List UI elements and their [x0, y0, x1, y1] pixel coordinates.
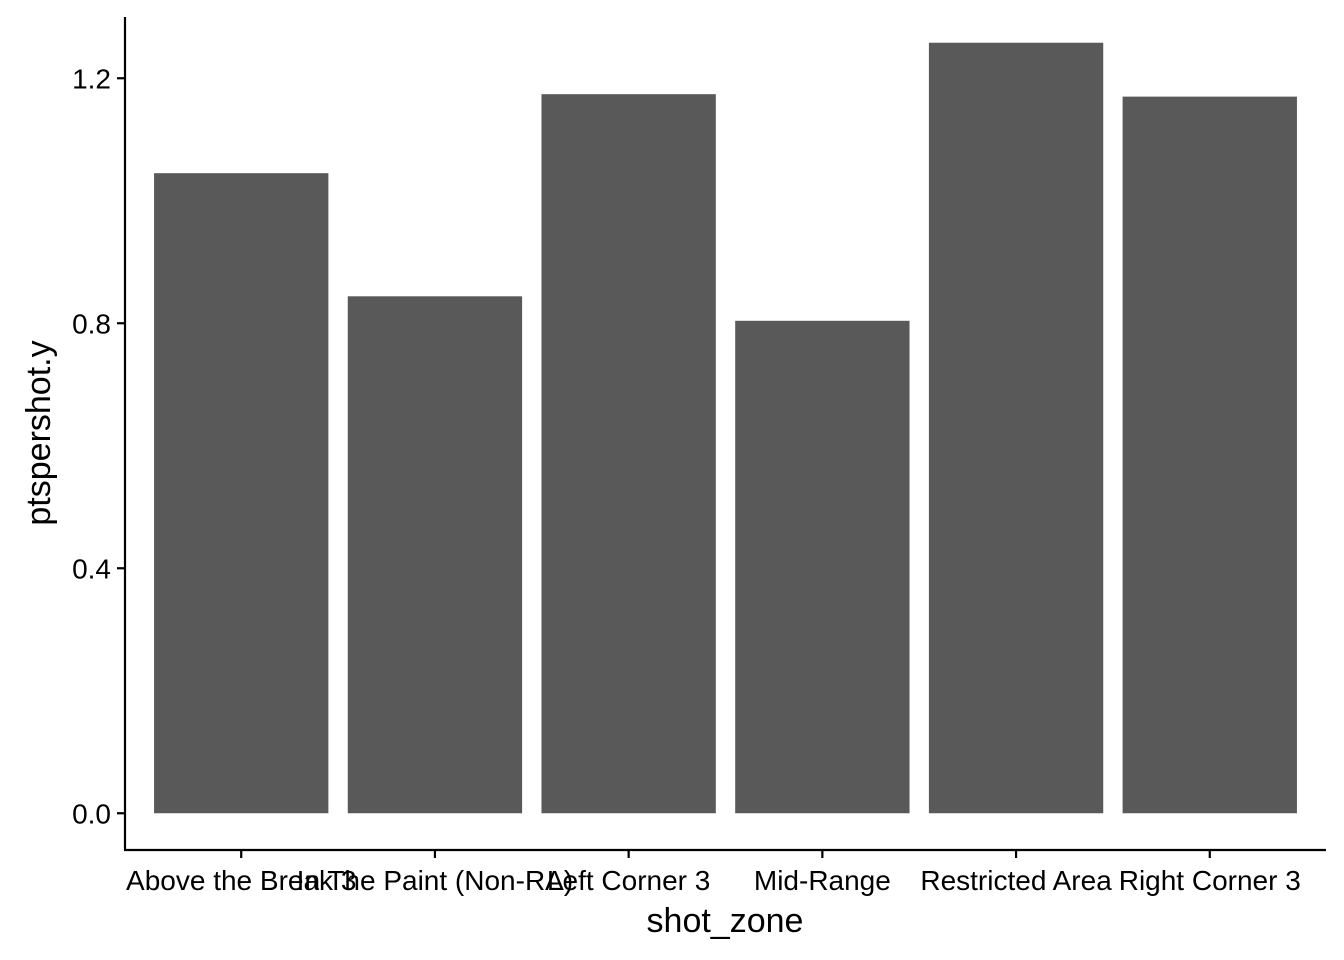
bar-3	[735, 320, 910, 814]
x-tick-label-5: Right Corner 3	[1119, 865, 1301, 896]
x-tick-label-4: Restricted Area	[920, 865, 1112, 896]
y-tick-label-3: 1.2	[72, 63, 111, 94]
bars-group	[154, 42, 1297, 814]
y-tick-label-2: 0.8	[72, 308, 111, 339]
bar-2	[541, 94, 716, 814]
x-tick-label-1: In The Paint (Non-RA)	[297, 865, 574, 896]
bar-4	[928, 42, 1104, 814]
x-tick-label-2: Left Corner 3	[547, 865, 710, 896]
axes-group	[123, 17, 1326, 852]
x-tick-label-0: Above the Break 3	[126, 865, 356, 896]
y-tick-label-1: 0.4	[72, 553, 111, 584]
y-tick-label-0: 0.0	[72, 798, 111, 829]
bar-1	[347, 296, 523, 814]
bar-0	[154, 173, 329, 814]
x-ticks-group: Above the Break 3In The Paint (Non-RA)Le…	[126, 850, 1301, 896]
x-axis-title: shot_zone	[647, 902, 804, 940]
bar-5	[1122, 96, 1297, 814]
x-tick-label-3: Mid-Range	[754, 865, 891, 896]
y-axis-title: ptspershot.y	[20, 340, 58, 525]
y-ticks-group: 0.0 0.4 0.8 1.2	[72, 63, 125, 829]
